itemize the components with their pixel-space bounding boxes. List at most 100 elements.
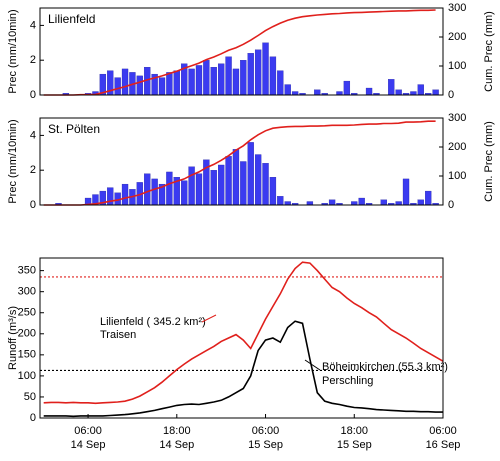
- bar: [432, 89, 439, 96]
- bar: [114, 77, 121, 96]
- bar: [181, 180, 188, 206]
- bar: [417, 84, 424, 96]
- x-tick-date: 15 Sep: [248, 439, 283, 451]
- bar: [144, 173, 151, 206]
- bar: [284, 84, 291, 96]
- plot-frame: [39, 7, 444, 96]
- x-tick-label: 18:00: [163, 425, 191, 437]
- bar: [240, 60, 247, 96]
- bar: [121, 68, 129, 96]
- bar: [277, 70, 284, 96]
- panel-title: St. Pölten: [48, 122, 100, 136]
- plot-frame: [39, 117, 444, 206]
- series-line: [43, 320, 443, 418]
- series-line: [43, 261, 444, 405]
- bar: [173, 70, 180, 96]
- y-tick-label: 50: [24, 391, 36, 403]
- bar: [240, 161, 247, 206]
- y-tick-label: 0: [30, 199, 36, 211]
- bar: [210, 67, 217, 96]
- annotation: Perschling: [322, 375, 373, 387]
- panel-title: Lilienfeld: [48, 12, 95, 26]
- y-tick-label: 0: [30, 89, 36, 101]
- annotation: Traisen: [100, 329, 136, 341]
- bar: [225, 56, 232, 96]
- bar: [314, 89, 321, 96]
- y2-axis-label: Cum. Prec (mm): [483, 11, 495, 92]
- plot-frame: [39, 257, 444, 419]
- bar: [395, 201, 402, 206]
- bar: [121, 183, 129, 206]
- bar: [402, 178, 410, 206]
- y-tick-label: 350: [18, 265, 36, 277]
- y-tick-label: 0: [30, 412, 36, 424]
- bar: [188, 166, 195, 206]
- x-tick-date: 14 Sep: [159, 439, 194, 451]
- x-tick-date: 15 Sep: [337, 439, 372, 451]
- y-tick-label: 150: [18, 349, 36, 361]
- y2-tick-label: 200: [448, 141, 466, 153]
- bar: [336, 91, 343, 96]
- bar: [232, 149, 240, 206]
- bar: [151, 178, 158, 206]
- y-tick-label: 250: [18, 307, 36, 319]
- annotation-leader: [304, 359, 321, 371]
- y-tick-label: 300: [18, 286, 36, 298]
- x-tick-label: 06:00: [252, 425, 280, 437]
- bar: [269, 56, 277, 96]
- annotation: Böheimkirchen (55.3 km²): [322, 361, 448, 373]
- bar: [188, 68, 195, 96]
- y2-axis-label: Cum. Prec (mm): [483, 121, 495, 202]
- bar: [262, 42, 269, 96]
- x-tick-label: 18:00: [341, 425, 369, 437]
- y2-tick-label: 300: [448, 2, 466, 14]
- annotation: Lilienfeld ( 345.2 km²): [100, 316, 206, 328]
- x-tick-label: 06:00: [429, 425, 457, 437]
- bar: [343, 80, 351, 96]
- y-axis-label: Prec (mm/10min): [7, 9, 19, 93]
- bar: [277, 196, 284, 206]
- y-axis-label: Prec (mm/10min): [7, 119, 19, 203]
- y2-tick-label: 0: [448, 199, 454, 211]
- bar: [218, 63, 225, 96]
- bar: [158, 77, 166, 96]
- bar: [425, 190, 432, 206]
- bar: [247, 53, 254, 96]
- bar: [417, 199, 424, 206]
- series-line: [43, 9, 436, 96]
- y2-tick-label: 100: [448, 170, 466, 182]
- bar: [388, 79, 395, 96]
- bar: [203, 60, 210, 96]
- bar: [365, 87, 373, 96]
- annotation-leader: [201, 314, 217, 323]
- series-line: [43, 120, 436, 206]
- bar: [284, 201, 291, 206]
- bar: [210, 170, 217, 206]
- bar: [306, 201, 314, 206]
- bar: [195, 173, 203, 206]
- bar: [291, 91, 299, 96]
- y-tick-label: 2: [30, 54, 36, 66]
- bar: [351, 201, 358, 206]
- bar: [218, 164, 225, 206]
- bar: [247, 142, 254, 206]
- y2-tick-label: 200: [448, 31, 466, 43]
- y-axis-label: Runoff (m³/s): [7, 306, 19, 370]
- y2-tick-label: 300: [448, 112, 466, 124]
- y-tick-label: 100: [18, 370, 36, 382]
- y-tick-label: 200: [18, 328, 36, 340]
- x-tick-date: 16 Sep: [426, 439, 461, 451]
- y-tick-label: 4: [30, 129, 36, 141]
- bar: [262, 163, 269, 206]
- bar: [358, 197, 365, 206]
- bar: [195, 65, 203, 96]
- bar: [232, 68, 240, 96]
- bar: [328, 199, 336, 206]
- bar: [166, 72, 173, 96]
- bar: [254, 154, 262, 206]
- bar: [410, 91, 417, 96]
- bar: [136, 75, 143, 96]
- x-tick-label: 06:00: [74, 425, 102, 437]
- y-tick-label: 2: [30, 164, 36, 176]
